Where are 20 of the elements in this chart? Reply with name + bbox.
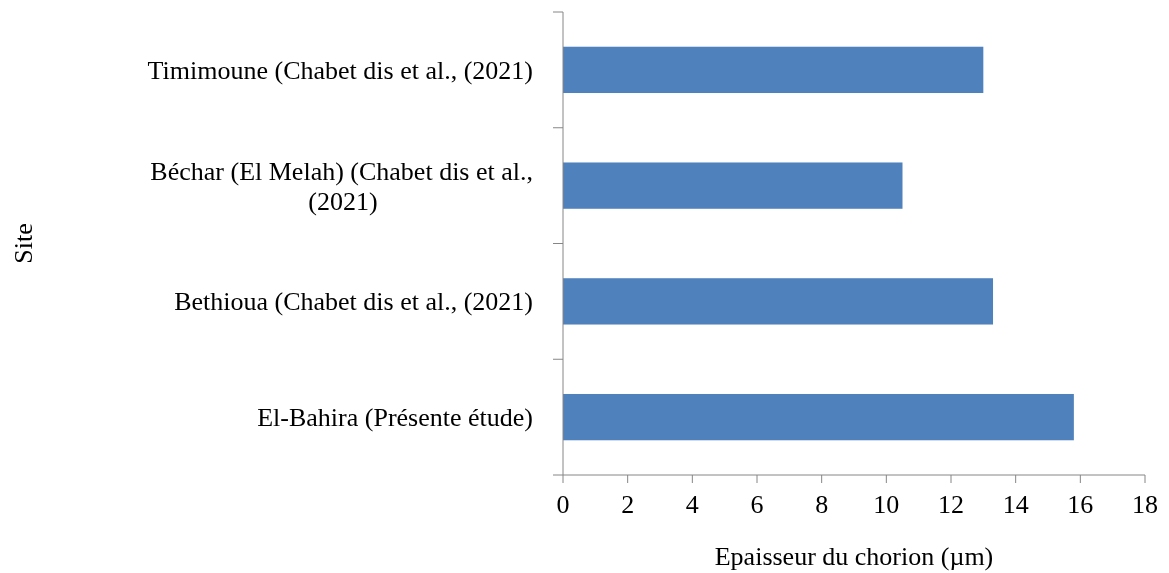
x-tick-label: 8 xyxy=(815,490,829,519)
x-tick-label: 2 xyxy=(621,490,635,519)
y-axis-title: Site xyxy=(9,223,38,264)
x-tick-label: 0 xyxy=(556,490,570,519)
x-tick-label: 10 xyxy=(873,490,900,519)
x-tick-label: 12 xyxy=(938,490,964,519)
bar xyxy=(563,393,1074,441)
y-tick-label: Bethioua (Chabet dis et al., (2021) xyxy=(174,287,533,317)
bar xyxy=(563,278,994,325)
y-tick-label: Béchar (El Melah) (Chabet dis et al., (2021) xyxy=(150,156,533,216)
y-tick-label: Timimoune (Chabet dis et al., (2021) xyxy=(147,55,533,85)
x-tick-label: 18 xyxy=(1132,490,1158,519)
x-axis-title: Epaisseur du chorion (µm) xyxy=(714,542,994,571)
x-tick-label: 6 xyxy=(750,490,764,519)
bar xyxy=(563,46,984,94)
x-tick-label: 14 xyxy=(1002,490,1029,519)
x-tick-label: 16 xyxy=(1067,490,1094,519)
y-tick-label: El-Bahira (Présente étude) xyxy=(257,403,533,433)
bar xyxy=(563,162,903,209)
x-tick-label: 4 xyxy=(685,490,699,519)
